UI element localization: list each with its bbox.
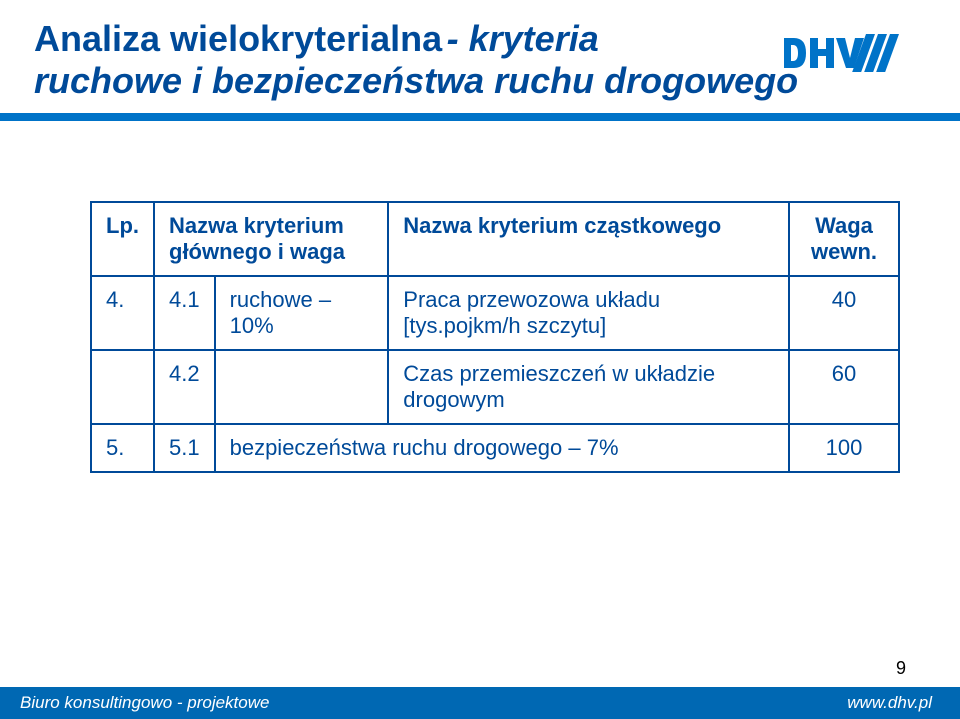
criteria-table-wrap: Lp. Nazwa kryterium głównego i waga Nazw…	[90, 201, 900, 473]
table-header-row: Lp. Nazwa kryterium głównego i waga Nazw…	[91, 202, 899, 276]
cell-lp	[91, 350, 154, 424]
cell-main: ruchowe – 10%	[215, 276, 389, 350]
col-header-lp: Lp.	[91, 202, 154, 276]
table-row: 4. 4.1 ruchowe – 10% Praca przewozowa uk…	[91, 276, 899, 350]
cell-lp: 4.	[91, 276, 154, 350]
cell-sub: Praca przewozowa układu [tys.pojkm/h szc…	[388, 276, 789, 350]
cell-lp: 5.	[91, 424, 154, 472]
title-dash: -	[447, 18, 469, 59]
table-row: 4.2 Czas przemieszczeń w układzie drogow…	[91, 350, 899, 424]
footer-right: www.dhv.pl	[847, 693, 932, 713]
cell-wgt: 40	[789, 276, 899, 350]
title-part2a: kryteria	[469, 18, 599, 59]
col-header-wgt: Waga wewn.	[789, 202, 899, 276]
footer-left: Biuro konsultingowo - projektowe	[20, 693, 269, 713]
slide-page: Analiza wielokryterialna - kryteria ruch…	[0, 0, 960, 719]
page-number: 9	[896, 658, 906, 679]
cell-sub-lp: 4.1	[154, 276, 215, 350]
criteria-table: Lp. Nazwa kryterium głównego i waga Nazw…	[90, 201, 900, 473]
cell-sub-lp: 4.2	[154, 350, 215, 424]
cell-main	[215, 350, 389, 424]
title-part2b: ruchowe i bezpieczeństwa ruchu drogowego	[34, 60, 798, 101]
cell-wgt: 60	[789, 350, 899, 424]
footer-bar: Biuro konsultingowo - projektowe www.dhv…	[0, 687, 960, 719]
cell-wgt: 100	[789, 424, 899, 472]
col-header-main: Nazwa kryterium głównego i waga	[154, 202, 388, 276]
dhv-logo	[780, 28, 920, 83]
cell-sub: Czas przemieszczeń w układzie drogowym	[388, 350, 789, 424]
cell-sub-lp: 5.1	[154, 424, 215, 472]
title-part1: Analiza wielokryterialna	[34, 18, 442, 59]
title-bar: Analiza wielokryterialna - kryteria ruch…	[0, 0, 960, 121]
cell-main: bezpieczeństwa ruchu drogowego – 7%	[215, 424, 789, 472]
col-header-sub: Nazwa kryterium cząstkowego	[388, 202, 789, 276]
table-row: 5. 5.1 bezpieczeństwa ruchu drogowego – …	[91, 424, 899, 472]
